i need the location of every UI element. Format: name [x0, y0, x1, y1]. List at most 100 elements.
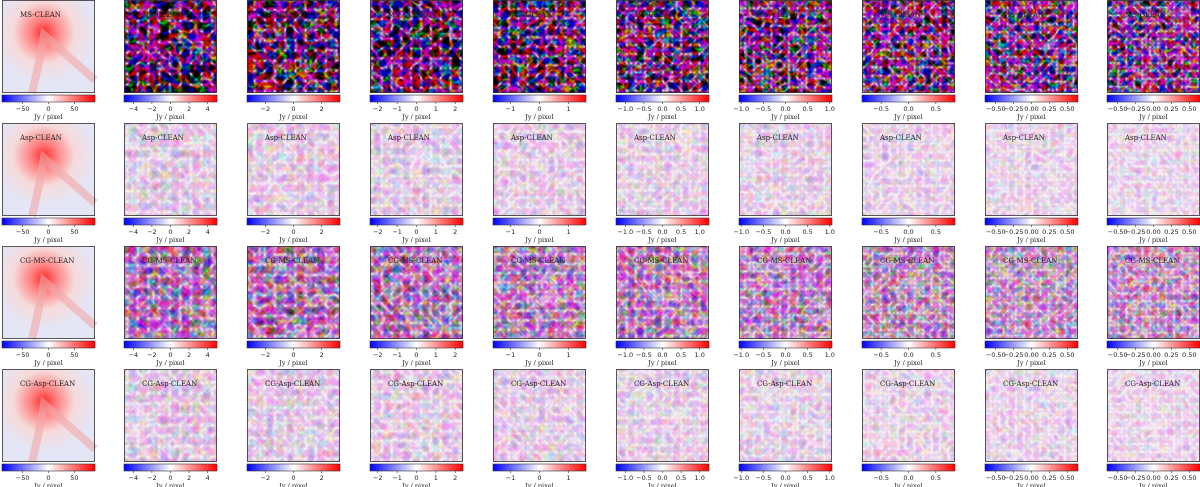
colorbar-tick-label: 0 — [537, 228, 541, 236]
panel-frame — [493, 369, 586, 462]
colorbar-tick-label: 0.0 — [780, 474, 790, 482]
panel-image — [2, 369, 95, 462]
colorbar — [1106, 94, 1200, 103]
panel-2-1: Asp-CLEAN −50 0 50 Jy / pixel — [1, 123, 98, 244]
panel-frame — [862, 369, 955, 462]
colorbar-tick-label: 2 — [453, 105, 457, 113]
colorbar-tick-label: −2 — [373, 105, 383, 113]
colorbar-tick-label: 0.50 — [1060, 351, 1074, 359]
colorbar-label: Jy / pixel — [893, 113, 922, 121]
colorbar-tick-label: −0.5 — [636, 351, 652, 359]
panel-image — [616, 246, 709, 339]
panel-image — [370, 123, 463, 216]
colorbar-tick-label: −1.0 — [733, 351, 749, 359]
colorbar-label: Jy / pixel — [33, 359, 62, 367]
colorbar-tick-label: 0.5 — [676, 474, 686, 482]
colorbar-tick-label: 0.5 — [931, 474, 941, 482]
colorbar — [369, 94, 464, 103]
colorbar-tick-label: −1.0 — [733, 105, 749, 113]
panel-label: MS-CLEAN — [20, 11, 61, 19]
colorbar-tick-label: −0.5 — [636, 474, 652, 482]
panel-label: CG-Asp-CLEAN — [142, 380, 197, 388]
colorbar-label: Jy / pixel — [1138, 482, 1167, 487]
colorbar-tick-label: 1.0 — [825, 105, 835, 113]
colorbar-tick-label: 1.0 — [825, 228, 835, 236]
colorbar — [123, 217, 218, 226]
panel-frame — [739, 123, 832, 216]
colorbar-tick-label: 0.50 — [1182, 474, 1196, 482]
panel-3-1: CG-MS-CLEAN −50 0 50 Jy / pixel — [1, 246, 98, 367]
colorbar-tick-label: −0.5 — [755, 474, 771, 482]
panel-image — [124, 123, 217, 216]
panel-4-4: CG-Asp-CLEAN −2 −1 0 1 2 Jy / pixel — [369, 369, 464, 487]
source-ridge — [28, 396, 98, 463]
colorbar-tick-label: 1 — [566, 228, 570, 236]
panel-label: Asp-CLEAN — [264, 134, 307, 142]
colorbar-tick-label: 0.0 — [657, 105, 667, 113]
colorbar-tick-label: −2 — [261, 474, 271, 482]
colorbar-label: Jy / pixel — [1138, 113, 1167, 121]
colorbar-tick-label: −2 — [373, 351, 383, 359]
panel-frame — [2, 0, 95, 93]
panel-label: CG-Asp-CLEAN — [880, 380, 935, 388]
colorbar-tick-label: 0 — [537, 474, 541, 482]
colorbar — [984, 463, 1079, 472]
panel-frame — [493, 246, 586, 339]
panel-frame — [616, 0, 709, 93]
colorbar — [1, 217, 96, 226]
colorbar-label: Jy / pixel — [770, 236, 799, 244]
panel-4-3: CG-Asp-CLEAN −2 0 2 Jy / pixel — [246, 369, 341, 487]
panel-4-5: CG-Asp-CLEAN −1 0 1 Jy / pixel — [492, 369, 587, 487]
panel-frame — [616, 246, 709, 339]
panel-3-7: CG-MS-CLEAN −1.0 −0.5 0.0 0.5 1.0 Jy / pixel — [733, 246, 835, 367]
colorbar — [984, 340, 1079, 349]
panel-3-10: CG-MS-CLEAN −0.50−0.25 0.00 0.25 0.50 Jy / pi… — [1106, 246, 1200, 367]
colorbar-tick-label: 1.0 — [695, 105, 705, 113]
colorbar-tick-label: −0.5 — [873, 105, 889, 113]
colorbar — [1, 340, 96, 349]
panel-4-6: CG-Asp-CLEAN −1.0 −0.5 0.0 0.5 1.0 Jy / pixel — [615, 369, 710, 487]
colorbar-tick-label: 0.5 — [802, 474, 812, 482]
panel-frame — [2, 246, 95, 339]
colorbar-label: Jy / pixel — [278, 482, 307, 487]
colorbar — [861, 94, 956, 103]
colorbar-label: Jy / pixel — [770, 482, 799, 487]
colorbar-tick-label: −0.25 — [1126, 105, 1146, 113]
colorbar — [984, 94, 1079, 103]
panel-label: CG-MS-CLEAN — [142, 257, 196, 265]
panel-label: CG-MS-CLEAN — [388, 257, 442, 265]
panel-label: CG-Asp-CLEAN — [1125, 380, 1180, 388]
colorbar-tick-label: −2 — [147, 105, 157, 113]
panel-1-6: MS-CLEAN −1.0 −0.5 0.0 0.5 1.0 Jy / pixel — [615, 0, 710, 121]
panel-image — [862, 369, 955, 462]
source-ridge — [28, 150, 98, 217]
colorbar-tick-label: −0.25 — [1004, 351, 1024, 359]
colorbar-tick-label: −1 — [392, 105, 402, 113]
source-ridge — [28, 27, 98, 94]
colorbar-tick-label: 0.25 — [1042, 105, 1056, 113]
colorbar-tick-label: 0 — [46, 351, 50, 359]
colorbar-tick-label: −0.50 — [986, 351, 1006, 359]
colorbar-tick-label: 0 — [46, 228, 50, 236]
colorbar-label: Jy / pixel — [155, 236, 184, 244]
colorbar-label: Jy / pixel — [893, 359, 922, 367]
panel-3-8: CG-MS-CLEAN −0.5 0.0 0.5 Jy / pixel — [861, 246, 956, 367]
colorbar-tick-label: 2 — [187, 105, 191, 113]
colorbar-tick-label: −4 — [129, 228, 139, 236]
colorbar-tick-label: 0.5 — [676, 228, 686, 236]
panel-frame — [370, 123, 463, 216]
colorbar-label: Jy / pixel — [278, 236, 307, 244]
panel-image — [1107, 246, 1200, 339]
colorbar-tick-label: 0.50 — [1182, 351, 1196, 359]
panel-2-8: Asp-CLEAN −0.5 0.0 0.5 Jy / pixel — [861, 123, 956, 244]
colorbar-tick-label: 0 — [291, 351, 295, 359]
panel-frame — [862, 123, 955, 216]
colorbar-tick-label: −1 — [392, 351, 402, 359]
colorbar — [615, 217, 710, 226]
panel-image — [370, 0, 463, 93]
colorbar — [246, 340, 341, 349]
panel-frame — [124, 369, 217, 462]
colorbar-tick-label: 1.0 — [695, 351, 705, 359]
panel-1-2: MS-CLEAN −4 −2 0 2 4 Jy / pixel — [123, 0, 218, 121]
panel-1-7: MS-CLEAN −1.0 −0.5 0.0 0.5 1.0 Jy / pixel — [733, 0, 835, 121]
